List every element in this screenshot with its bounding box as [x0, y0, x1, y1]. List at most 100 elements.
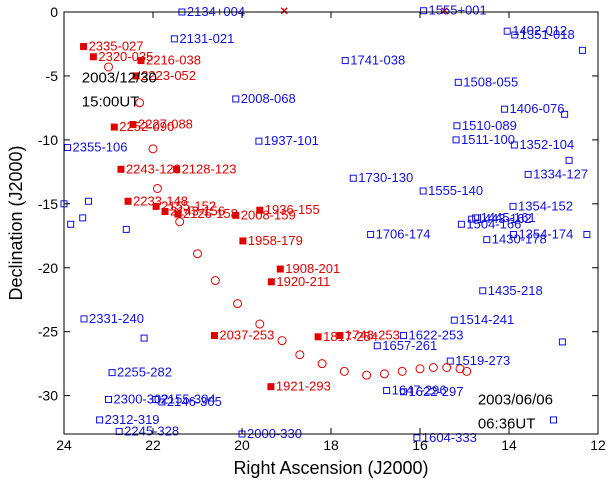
sun-position-marker: [428, 363, 438, 373]
source-marker-open: [524, 170, 532, 178]
source-label: 1406-076: [510, 101, 565, 116]
source-label: 1921-293: [276, 379, 331, 394]
sun-position-marker: [462, 366, 472, 376]
source-marker-open: [468, 215, 476, 223]
source-label: 2146-305: [167, 394, 222, 409]
x-axis-title: Right Ascension (J2000): [233, 458, 428, 478]
y-tick-label: -5: [46, 68, 59, 84]
source-label: 1443-162: [477, 211, 532, 226]
source-marker-open: [509, 231, 517, 239]
source-label: 1730-130: [358, 170, 413, 185]
source-marker-open: [413, 434, 421, 442]
source-label: 1936-155: [265, 202, 320, 217]
y-tick-label: -15: [38, 196, 58, 212]
source-marker-open: [400, 332, 408, 340]
sun-position-marker: [104, 62, 113, 72]
source-marker-open: [565, 156, 573, 164]
source-label: 1937-101: [264, 133, 319, 148]
source-label: 2008-068: [241, 91, 296, 106]
source-label: 2355-106: [73, 140, 128, 155]
source-marker-open: [472, 214, 480, 222]
source-marker-open: [452, 136, 460, 144]
source-label: 1511-100: [461, 132, 515, 147]
source-label: 1508-055: [463, 74, 518, 89]
source-marker-open: [140, 334, 148, 342]
source-label: 1555+001: [429, 3, 487, 18]
source-label: 2252-090: [119, 119, 174, 134]
source-marker-open: [232, 95, 240, 103]
source-marker-open: [400, 388, 408, 396]
source-label: 1445-161: [481, 210, 536, 225]
source-marker-open: [349, 174, 357, 182]
source-label: 2155-152: [161, 198, 216, 213]
source-label: 1817-254: [323, 329, 378, 344]
source-label: 1430-178: [492, 232, 547, 247]
source-marker-open: [341, 57, 349, 65]
source-marker-open: [558, 338, 566, 346]
y-axis-title: Declination (J2000): [6, 145, 26, 300]
source-marker-open: [479, 287, 487, 295]
sun-position-marker: [339, 366, 349, 376]
source-label: 1510-089: [462, 118, 517, 133]
source-marker-open: [158, 398, 166, 406]
x-tick-label: 18: [323, 437, 339, 453]
y-tick-label: -10: [38, 132, 58, 148]
sun-position-marker: [295, 350, 305, 360]
source-label: 2227-088: [138, 117, 193, 132]
y-tick-label: 0: [50, 4, 58, 20]
source-marker-filled: [129, 121, 137, 129]
cross-marker: [440, 7, 449, 15]
source-label: 2155-304: [161, 391, 216, 406]
source-marker-filled: [173, 165, 181, 173]
x-tick-label: 22: [145, 437, 161, 453]
x-tick-label: 20: [234, 437, 250, 453]
source-marker-open: [511, 31, 519, 39]
source-label: 1351-018: [520, 27, 575, 42]
source-label: 1555-140: [428, 183, 483, 198]
source-label: 1622-253: [409, 328, 464, 343]
source-label: 2008-159: [241, 207, 296, 222]
source-label: 1435-218: [488, 283, 543, 298]
source-label: 1514-241: [459, 312, 514, 327]
source-label: 2216-038: [146, 53, 201, 68]
source-marker-open: [84, 197, 92, 205]
source-marker-open: [550, 416, 557, 424]
source-label: 2243-123: [126, 161, 181, 176]
source-marker-filled: [256, 206, 264, 214]
source-marker-filled: [232, 211, 240, 219]
source-marker-filled: [210, 332, 218, 340]
sun-position-marker: [255, 319, 265, 329]
source-label: 1748-253: [345, 328, 400, 343]
x-tick-label: 24: [56, 437, 72, 453]
source-marker-filled: [89, 53, 97, 61]
source-marker-open: [255, 137, 263, 145]
source-marker-open: [457, 220, 465, 228]
source-marker-open: [450, 316, 458, 324]
source-marker-open: [383, 387, 391, 395]
source-label: 2312-319: [105, 412, 160, 427]
source-marker-open: [501, 105, 509, 113]
source-marker-open: [367, 231, 375, 239]
source-marker-filled: [137, 57, 145, 65]
source-marker-open: [108, 369, 116, 377]
x-tick-label: 12: [590, 437, 606, 453]
sun-position-marker: [175, 217, 185, 227]
source-label: 1920-211: [276, 274, 330, 289]
source-marker-filled: [117, 165, 125, 173]
source-marker-open: [561, 110, 569, 118]
source-marker-open: [419, 187, 427, 195]
sun-position-marker: [152, 183, 162, 193]
source-label: 2128-123: [182, 161, 237, 176]
source-label: 1519-273: [455, 353, 510, 368]
source-label: 2131-021: [179, 31, 234, 46]
source-marker-filled: [174, 210, 182, 218]
source-label: 1354-174: [518, 227, 573, 242]
source-marker-open: [420, 7, 428, 15]
sun-position-marker: [415, 364, 425, 374]
source-marker-open: [80, 315, 88, 323]
sun-position-marker: [362, 370, 372, 380]
source-marker-open: [509, 202, 517, 210]
sun-position-marker: [317, 359, 327, 369]
source-marker-filled: [124, 197, 132, 205]
source-label: 2233-148: [133, 193, 188, 208]
